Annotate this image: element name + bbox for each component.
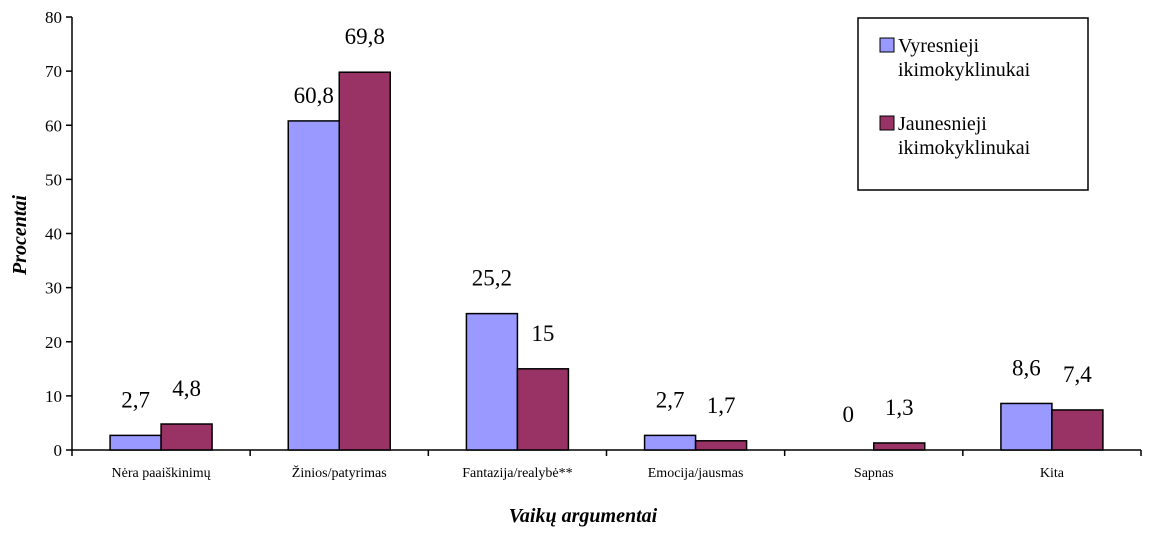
data-label: 69,8 xyxy=(345,24,385,49)
data-label: 1,7 xyxy=(707,393,736,418)
bar xyxy=(109,434,162,451)
bar xyxy=(1051,409,1104,451)
legend-box xyxy=(857,17,1089,191)
bar xyxy=(694,440,748,451)
x-tick-label: Sapnas xyxy=(854,466,894,481)
y-tick-label: 80 xyxy=(45,8,62,27)
x-tick-label: Emocija/jausmas xyxy=(648,466,744,481)
bar xyxy=(465,312,519,451)
data-label: 25,2 xyxy=(472,266,512,291)
bar xyxy=(160,423,213,451)
data-label: 2,7 xyxy=(656,387,685,412)
y-axis: 0 10 20 30 40 50 60 70 80 xyxy=(45,8,73,460)
y-axis-title: Procentai xyxy=(9,195,31,276)
legend-label: ikimokyklinukai xyxy=(898,59,1031,81)
x-axis-title: Vaikų argumentai xyxy=(509,505,658,527)
y-tick-label: 20 xyxy=(45,333,62,352)
bar xyxy=(516,368,570,451)
x-tick-label: Nėra paaiškinimų xyxy=(112,466,211,481)
bars xyxy=(109,71,1104,451)
x-tick-label: Žinios/patyrimas xyxy=(292,464,387,481)
x-tick-label: Fantazija/realybė** xyxy=(462,466,572,481)
y-tick-label: 60 xyxy=(45,116,62,135)
data-label: 0 xyxy=(843,402,855,427)
x-tick-label: Kita xyxy=(1040,466,1065,481)
y-tick-label: 40 xyxy=(45,225,62,244)
y-tick-label: 30 xyxy=(45,279,62,298)
data-label: 8,6 xyxy=(1012,355,1041,380)
legend-label: ikimokyklinukai xyxy=(898,137,1031,159)
bar xyxy=(873,442,926,451)
data-labels: 2,7 60,8 25,2 2,7 0 8,6 4,8 69,8 15 1,7 1,3 7,4 xyxy=(121,24,1092,427)
data-label: 7,4 xyxy=(1063,362,1092,387)
data-label: 60,8 xyxy=(294,83,334,108)
legend-label: Vyresnieji xyxy=(898,35,980,57)
data-label: 15 xyxy=(531,321,554,346)
legend: VyresniejiikimokyklinukaiJaunesniejiikim… xyxy=(857,17,1089,191)
data-label: 1,3 xyxy=(885,395,914,420)
x-axis: Nėra paaiškinimų Žinios/patyrimas Fantazij… xyxy=(71,449,1142,481)
y-tick-label: 70 xyxy=(45,62,62,81)
bar xyxy=(338,71,391,451)
legend-swatch xyxy=(879,37,895,53)
y-tick-label: 0 xyxy=(54,441,63,460)
bar xyxy=(643,434,697,451)
y-tick-label: 10 xyxy=(45,387,62,406)
bar xyxy=(287,120,340,451)
bar xyxy=(1000,402,1053,451)
legend-label: Jaunesnieji xyxy=(898,113,987,135)
legend-swatch xyxy=(879,115,895,131)
y-tick-label: 50 xyxy=(45,170,62,189)
data-label: 2,7 xyxy=(121,387,150,412)
data-label: 4,8 xyxy=(172,376,201,401)
